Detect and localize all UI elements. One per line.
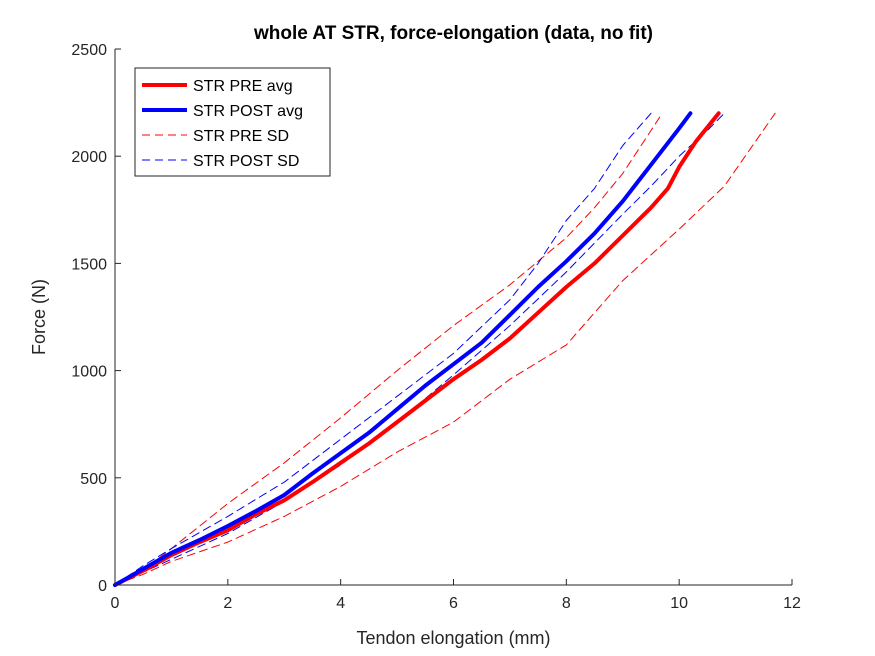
y-tick-label-3: 1500 xyxy=(71,256,107,273)
axes-layer: 0 2 4 6 8 10 12 0 500 1000 1500 2000 2500 xyxy=(71,42,801,612)
legend: STR PRE avg STR POST avg STR PRE SD STR POS… xyxy=(134,67,331,177)
y-axis-label: Force (N) xyxy=(29,279,49,355)
y-tick-label-5: 2500 xyxy=(71,42,107,59)
chart-title: whole AT STR, force-elongation (data, no… xyxy=(253,23,653,44)
x-tick-label-6: 12 xyxy=(783,595,801,612)
legend-label-1: STR POST avg xyxy=(193,103,303,120)
x-tick-label-2: 4 xyxy=(336,595,345,612)
y-tick-label-4: 2000 xyxy=(71,149,107,166)
x-tick-label-5: 10 xyxy=(670,595,688,612)
y-tick-label-2: 1000 xyxy=(71,364,107,381)
series-line-1 xyxy=(113,111,693,587)
series-layer xyxy=(113,111,776,587)
x-tick-label-4: 8 xyxy=(562,595,571,612)
y-tick-label-0: 0 xyxy=(98,578,107,595)
x-tick-label-0: 0 xyxy=(111,595,120,612)
x-tick-label-3: 6 xyxy=(449,595,458,612)
series-line-4 xyxy=(114,112,652,586)
x-axis-label: Tendon elongation (mm) xyxy=(356,628,550,648)
series-line-3 xyxy=(114,112,776,586)
x-tick-label-1: 2 xyxy=(223,595,232,612)
series-line-2 xyxy=(114,112,663,586)
legend-label-2: STR PRE SD xyxy=(193,128,289,145)
legend-label-3: STR POST SD xyxy=(193,153,299,170)
legend-label-0: STR PRE avg xyxy=(193,78,293,95)
y-tick-label-1: 500 xyxy=(80,471,107,488)
series-line-5 xyxy=(114,112,725,586)
